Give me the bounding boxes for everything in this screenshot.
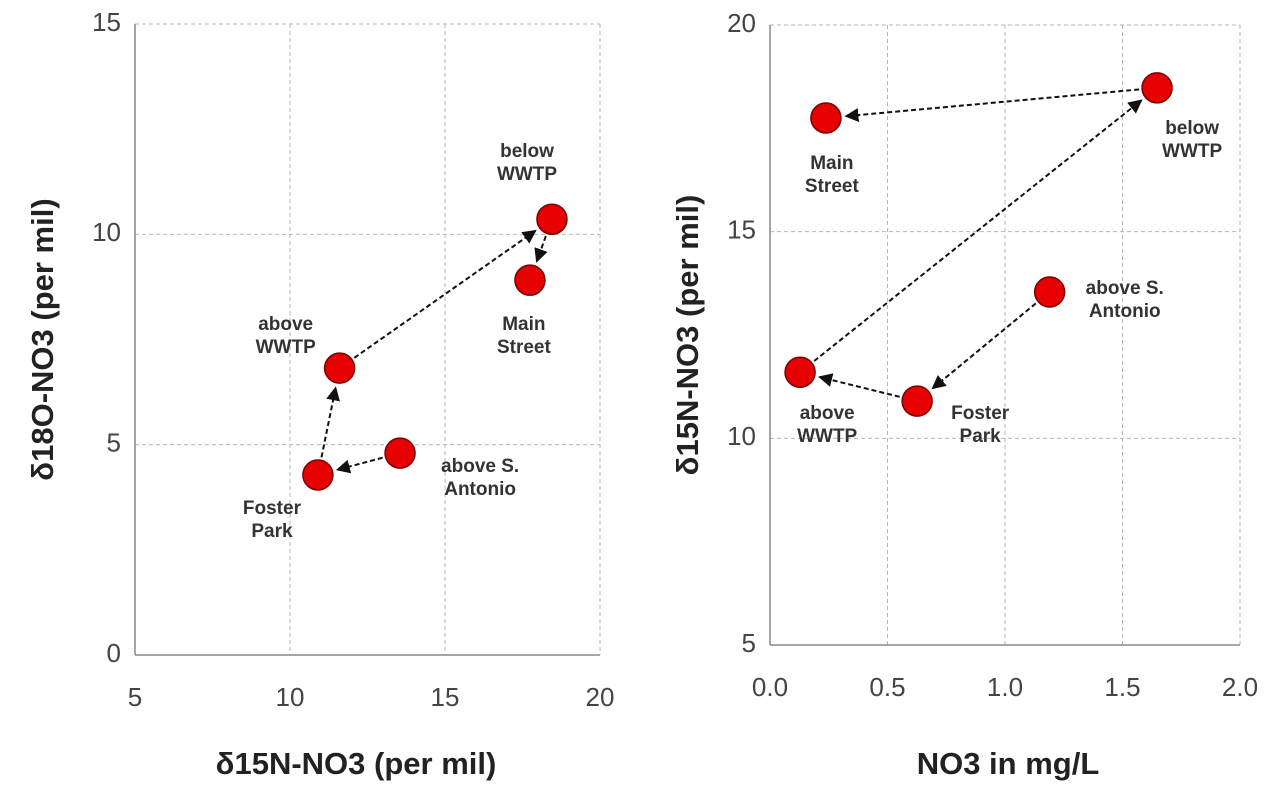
point-label: below WWTP [496,141,558,186]
x-tick-label: 10 [276,682,305,712]
y-axis-title: δ15N-NO3 (per mil) [670,195,705,476]
x-axis-title: δ15N-NO3 (per mil) [216,746,497,781]
point-label: Main Street [804,153,859,197]
flow-arrow [931,302,1037,390]
x-tick-label: 1.5 [1104,672,1140,702]
y-tick-label: 10 [92,217,121,247]
point [784,356,816,388]
flow-arrow [353,229,537,359]
point [810,102,842,134]
flow-arrow [844,88,1140,123]
point-label: Main Street [496,314,551,359]
x-tick-label: 5 [128,682,142,712]
point-label: Foster Park [242,497,301,542]
y-tick-label: 5 [742,628,756,658]
flow-arrow [818,373,900,398]
x-tick-label: 1.0 [987,672,1023,702]
x-tick-label: 2.0 [1222,672,1258,702]
y-tick-label: 5 [107,428,121,458]
y-tick-label: 20 [727,8,756,38]
y-tick-label: 10 [727,421,756,451]
x-axis-title: NO3 in mg/L [917,746,1100,781]
point [1033,276,1066,308]
x-tick-label: 20 [586,682,615,712]
x-tick-label: 0.0 [752,672,788,702]
flow-arrow [320,386,340,458]
flow-arrow [335,456,383,474]
flow-arrow [813,99,1143,362]
point [302,459,334,491]
point [323,352,356,384]
y-tick-label: 15 [727,215,756,245]
y-tick-label: 15 [92,7,121,37]
point-label: Foster Park [951,403,1010,448]
point-label: above S. Antonio [1085,278,1164,322]
point-label: above WWTP [797,403,858,448]
point-label: above S. Antonio [441,456,520,501]
x-tick-label: 15 [431,682,460,712]
x-tick-label: 0.5 [869,672,905,702]
y-tick-label: 0 [107,638,121,668]
point [514,264,546,296]
y-axis-title: δ18O-NO3 (per mil) [25,198,60,480]
point [1141,72,1173,104]
point [901,385,933,417]
point [536,203,568,235]
point-label: above WWTP [255,314,316,359]
point-label: below WWTP [1162,117,1223,162]
point [384,437,416,469]
flow-arrow [534,235,548,263]
